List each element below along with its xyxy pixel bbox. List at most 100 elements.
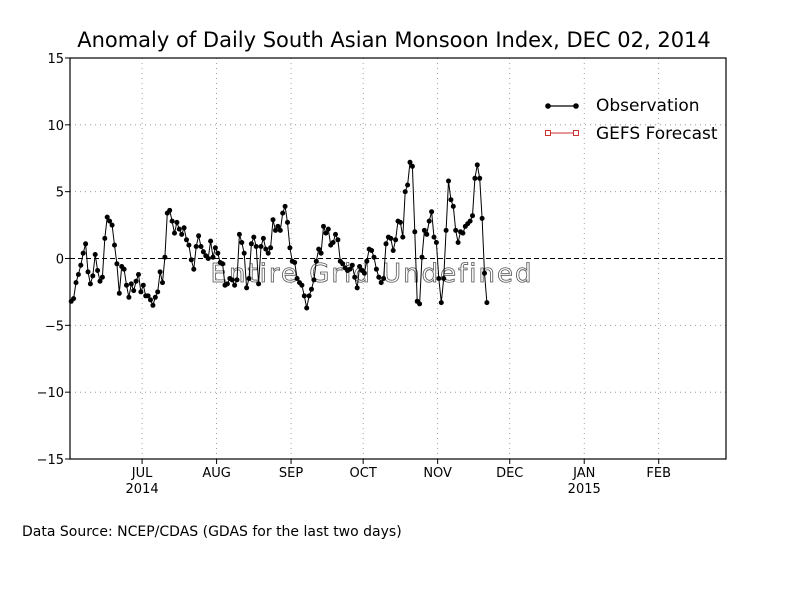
observation-point <box>270 217 276 223</box>
observation-point <box>83 241 89 247</box>
x-tick-label: NOV <box>423 466 452 481</box>
observation-point <box>78 262 84 268</box>
observation-point <box>75 272 81 277</box>
legend-gefs-marker <box>545 130 551 136</box>
chart-title: Anomaly of Daily South Asian Monsoon Ind… <box>77 28 711 52</box>
observation-point <box>263 246 269 252</box>
observation-point <box>417 301 423 307</box>
y-tick-label: −5 <box>45 319 64 334</box>
observation-point <box>167 207 173 213</box>
observation-point <box>136 272 141 277</box>
observation-point <box>479 215 485 221</box>
observation-point <box>361 270 367 276</box>
observation-point <box>174 219 180 225</box>
observation-point <box>80 250 86 256</box>
observation-point <box>85 269 91 275</box>
observation-point <box>429 209 435 215</box>
observation-point <box>407 159 413 165</box>
observation-point <box>112 242 117 248</box>
observation-point <box>381 276 387 281</box>
x-tick-label: AUG <box>202 466 230 481</box>
x-tick-label: SEP <box>279 466 303 481</box>
observation-point <box>169 218 175 224</box>
observation-point <box>330 240 336 245</box>
observation-point <box>405 182 411 188</box>
observation-point <box>301 293 307 299</box>
observation-point <box>318 250 324 256</box>
x-tick-label: JUL <box>131 466 153 481</box>
observation-point <box>179 231 185 237</box>
x-tick-label: OCT <box>350 466 377 481</box>
observation-point <box>181 225 187 231</box>
observation-point <box>116 290 122 296</box>
observation-point <box>431 234 437 240</box>
observation-point <box>357 264 363 269</box>
observation-point <box>309 286 314 292</box>
observation-point <box>460 230 466 236</box>
observation-point <box>95 268 101 273</box>
x-tick-label: DEC <box>496 466 523 481</box>
observation-point <box>455 240 461 245</box>
observation-point <box>388 235 394 241</box>
observation-point <box>224 281 230 287</box>
observation-point <box>258 244 264 249</box>
legend-observation-label: Observation <box>596 96 700 116</box>
legend-observation-marker <box>545 103 551 109</box>
observation-point <box>400 234 406 240</box>
observation-point <box>436 276 442 281</box>
observation-point <box>244 285 250 291</box>
observation-point <box>205 256 211 261</box>
observation-point <box>176 226 182 232</box>
observation-point <box>321 223 326 229</box>
observation-point <box>126 294 132 300</box>
observation-point <box>364 258 370 264</box>
observation-point <box>453 227 459 233</box>
observation-point <box>157 269 163 275</box>
y-tick-label: 0 <box>56 253 64 268</box>
observation-point <box>265 250 271 256</box>
observation-point <box>333 231 338 237</box>
observation-point <box>390 248 396 253</box>
legend-gefs-label: GEFS Forecast <box>596 124 718 144</box>
observation-point <box>443 227 449 233</box>
observation-point <box>373 266 379 272</box>
observation-point <box>152 294 158 300</box>
observation-point <box>316 246 322 252</box>
observation-point <box>354 285 360 291</box>
observation-point <box>239 240 245 245</box>
observation-point <box>311 277 317 283</box>
observation-point <box>198 244 204 249</box>
observation-point <box>87 281 93 287</box>
observation-point <box>383 241 389 247</box>
observation-point <box>340 261 346 267</box>
observation-point <box>246 276 252 281</box>
legend-gefs-marker <box>573 130 579 136</box>
observation-point <box>241 250 247 256</box>
observation-point <box>128 281 134 287</box>
observation-point <box>131 288 137 294</box>
observation-point <box>145 293 151 299</box>
observation-series <box>68 159 490 311</box>
x-tick-year-label: 2015 <box>568 482 601 497</box>
observation-point <box>220 261 226 267</box>
observation-point <box>133 278 139 284</box>
observation-point <box>282 203 288 209</box>
observation-point <box>313 258 319 264</box>
observation-point <box>260 235 266 241</box>
observation-point <box>109 222 115 228</box>
observation-point <box>155 289 161 295</box>
observation-point <box>306 293 312 299</box>
observation-point <box>424 231 430 237</box>
observation-point <box>347 266 353 272</box>
observation-point <box>229 277 235 283</box>
observation-point <box>186 242 192 248</box>
observation-point <box>268 245 274 251</box>
watermark-text: Entire Grid Undefined <box>211 259 534 289</box>
observation-point <box>467 218 473 224</box>
observation-point <box>215 250 221 256</box>
observation-point <box>140 282 146 288</box>
x-tick-label: JAN <box>572 466 595 481</box>
observation-point <box>352 274 358 280</box>
y-tick-label: −10 <box>37 386 64 401</box>
observation-point <box>419 254 425 260</box>
